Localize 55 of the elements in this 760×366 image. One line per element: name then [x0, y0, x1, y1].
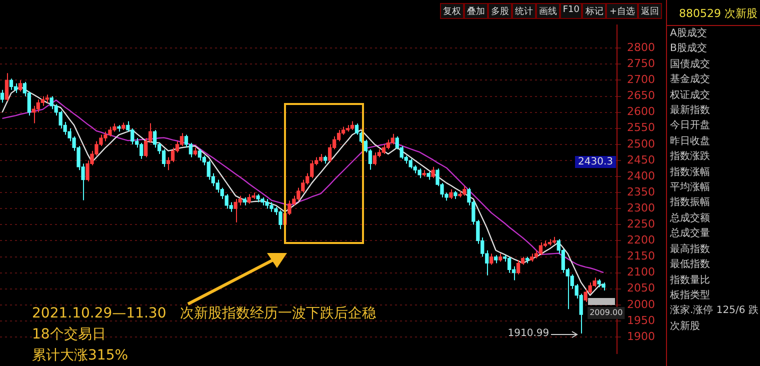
annotation: 1910.99	[508, 328, 550, 340]
text: 标记	[582, 3, 606, 19]
text: 880529 次新股	[667, 0, 760, 26]
text: 复权	[440, 3, 464, 19]
text: 权证成交	[669, 88, 711, 103]
text: 次新股	[669, 320, 701, 334]
text: 叠加	[464, 3, 488, 19]
y-tick-label: 2200	[627, 234, 656, 247]
text: F10	[560, 3, 582, 19]
text: 最新指数	[669, 104, 711, 118]
text: 指数涨跌	[669, 150, 711, 164]
text: +自选	[606, 3, 638, 19]
y-tick-label: 2250	[627, 218, 656, 231]
y-tick-label: 2450	[627, 153, 656, 166]
text: 指数量比	[669, 274, 711, 288]
annotation: 2009.00	[590, 308, 623, 318]
y-tick-label: 2750	[627, 57, 656, 70]
y-tick-label: 2000	[627, 298, 656, 311]
annotation: 累计大涨315%	[32, 348, 128, 364]
y-tick-label: 2600	[627, 105, 656, 118]
y-tick-label: 2800	[627, 40, 656, 54]
y-tick-label: 2100	[627, 266, 656, 279]
annotation: 18个交易日	[32, 326, 106, 343]
y-tick-label: 1950	[627, 314, 656, 327]
text: 画线	[536, 3, 560, 19]
text: B股成交	[669, 42, 708, 56]
y-tick-label: 2050	[627, 282, 656, 295]
text: 基金成交	[669, 72, 711, 88]
y-tick-label: 2300	[627, 201, 656, 214]
text: 指数涨幅	[669, 166, 711, 180]
y-tick-label: 1900	[627, 330, 656, 343]
y-tick-label: 2150	[627, 250, 656, 263]
annotation: 2021.10.29—11.30 次新股指数经历一波下跌后企稳	[32, 306, 376, 322]
text: 国债成交	[669, 58, 711, 72]
y-tick-label: 2400	[627, 169, 656, 182]
text: 平均涨幅	[669, 180, 711, 196]
text: 统计	[512, 3, 536, 19]
text: 涨家.涨停 125/6 跌	[669, 304, 760, 318]
text: 返回	[638, 3, 662, 19]
y-tick-label: 2700	[627, 73, 656, 86]
y-tick-label: 2650	[627, 89, 656, 102]
text: 昨日收盘	[669, 134, 711, 149]
text: 总成交量	[669, 226, 711, 242]
y-tick-label: 2500	[627, 137, 656, 150]
text: A股成交	[669, 26, 708, 41]
text: 今日开盘	[669, 119, 711, 134]
text: 最高指数	[669, 242, 711, 257]
y-tick-label: 2350	[627, 185, 656, 198]
y-tick-label: 2550	[627, 121, 656, 134]
text: 多股	[488, 3, 512, 19]
text: 板指类型	[669, 288, 711, 303]
text: 最低指数	[669, 258, 711, 272]
annotation: 2430.3	[578, 156, 614, 168]
text: 指数振幅	[669, 196, 711, 210]
text: 总成交额	[669, 212, 711, 226]
